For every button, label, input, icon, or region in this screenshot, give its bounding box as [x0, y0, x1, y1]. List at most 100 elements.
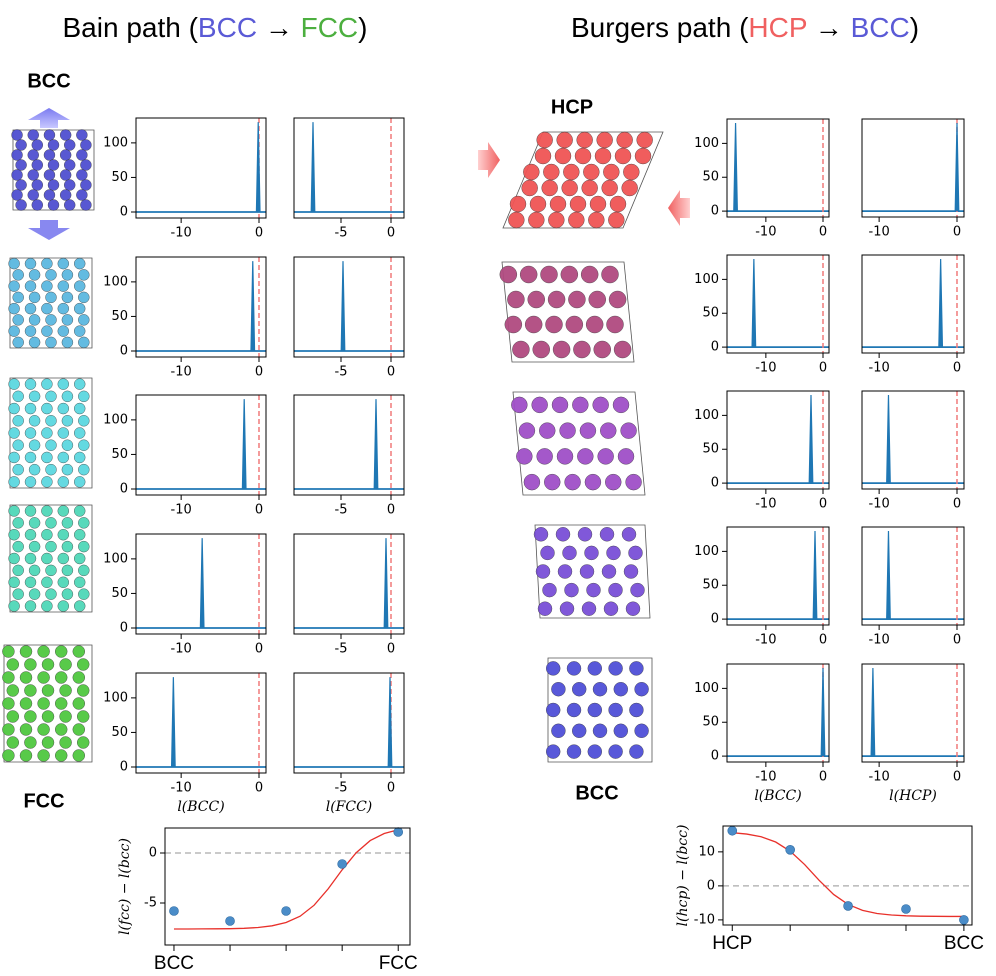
title-part: ) — [358, 12, 367, 43]
atom — [73, 280, 86, 292]
y-tick-label: -10 — [694, 912, 715, 927]
spike — [250, 261, 256, 352]
spike — [938, 259, 944, 348]
atom — [584, 545, 599, 561]
x-tick-label: -10 — [869, 770, 890, 785]
atom — [572, 723, 587, 738]
atom — [41, 710, 55, 723]
atom-structure — [11, 129, 95, 211]
atom — [546, 702, 561, 718]
plot-frame — [135, 533, 267, 635]
atom — [73, 529, 86, 541]
atom — [589, 195, 607, 213]
atom — [24, 476, 37, 488]
atom — [76, 736, 90, 749]
atom — [37, 749, 50, 762]
atom — [623, 163, 640, 181]
atom — [560, 265, 579, 284]
atom — [61, 415, 74, 427]
title-part: → — [807, 12, 851, 43]
atom — [47, 139, 60, 151]
atom-structure — [8, 257, 93, 349]
atom — [57, 302, 69, 315]
atom — [603, 601, 619, 616]
atom — [57, 280, 69, 292]
atom — [6, 710, 20, 723]
atom — [606, 545, 621, 561]
atom — [72, 723, 86, 736]
atom-structure — [546, 657, 653, 763]
structure-label: HCP — [551, 96, 593, 118]
atom — [76, 169, 88, 181]
atom — [24, 257, 37, 270]
atom — [78, 336, 90, 349]
atom — [12, 564, 24, 577]
atom — [551, 682, 566, 697]
atom — [80, 199, 92, 211]
atom — [629, 702, 644, 718]
x-tick-label: 0 — [819, 361, 827, 376]
atom — [556, 131, 573, 149]
atom — [41, 576, 53, 588]
atom — [57, 451, 69, 464]
atom — [11, 189, 23, 201]
title-part: → — [257, 12, 301, 43]
atom — [73, 476, 86, 488]
point — [169, 906, 179, 916]
x-tick-label: 0 — [819, 633, 827, 648]
atom — [24, 684, 37, 697]
atom — [27, 189, 39, 201]
atom — [76, 149, 88, 161]
atom — [31, 159, 43, 171]
atom — [524, 315, 543, 334]
x-tick-label: -5 — [335, 365, 348, 380]
y-tick-label: 50 — [702, 578, 719, 593]
atom — [19, 645, 33, 658]
y-tick-label: 50 — [702, 170, 719, 185]
atom — [41, 402, 53, 415]
atom — [8, 302, 20, 315]
atom — [45, 336, 57, 349]
atom — [605, 473, 622, 491]
burgers-title: Burgers path (HCP → BCC) — [571, 12, 919, 43]
plot-frame — [861, 118, 965, 218]
atom — [73, 552, 86, 565]
x-axis-label: l(BCC) — [177, 799, 224, 815]
x-tick-label: -10 — [869, 497, 890, 512]
x-tick-label: 0 — [255, 781, 263, 796]
atom — [625, 601, 641, 616]
atom — [78, 588, 90, 600]
atom — [636, 131, 653, 149]
atom — [76, 684, 90, 697]
atom — [41, 378, 53, 390]
spike — [340, 261, 346, 352]
x-tick-label: -10 — [755, 497, 776, 512]
atom — [80, 159, 92, 171]
x-tick-label: HCP — [712, 933, 752, 954]
y-tick-label: 0 — [120, 481, 128, 496]
atom — [592, 723, 608, 738]
atom — [8, 576, 20, 588]
plot-frame — [293, 256, 405, 358]
y-tick-label: 0 — [120, 204, 128, 219]
x-axis-label: l(BCC) — [754, 788, 801, 804]
atom — [547, 290, 566, 309]
atom — [19, 723, 33, 736]
atom — [529, 195, 547, 213]
plot-frame — [164, 827, 411, 946]
atom — [573, 340, 591, 359]
atom — [28, 540, 41, 553]
atom — [41, 529, 53, 541]
atom — [609, 195, 627, 213]
atom — [37, 645, 50, 658]
atom — [523, 473, 541, 491]
plot-frame — [135, 117, 267, 219]
atom — [613, 723, 628, 738]
atom — [548, 211, 565, 229]
atom — [12, 439, 24, 451]
point — [959, 915, 969, 925]
atom — [24, 576, 37, 588]
atom — [551, 396, 569, 414]
atom — [61, 269, 74, 281]
